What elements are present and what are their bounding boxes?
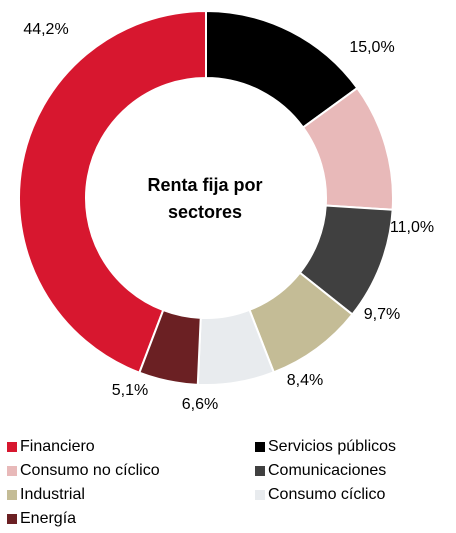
data-label: 8,4% (287, 372, 323, 389)
donut-segment (138, 308, 202, 386)
legend-label: Financiero (20, 438, 95, 455)
legend-label: Comunicaciones (268, 462, 386, 479)
legend-label: Energía (20, 510, 76, 527)
legend-label: Industrial (20, 486, 85, 503)
data-label: 5,1% (112, 382, 148, 399)
legend-label: Servicios públicos (268, 438, 396, 455)
legend-marker (255, 466, 265, 476)
legend-marker (7, 514, 17, 524)
data-label: 44,2% (23, 21, 68, 38)
data-label: 9,7% (364, 306, 400, 323)
data-label: 15,0% (349, 39, 394, 56)
data-label: 6,6% (182, 396, 218, 413)
legend-label: Consumo no cíclico (20, 462, 160, 479)
chart-title: Renta fija por (147, 175, 262, 195)
data-label: 11,0% (390, 219, 434, 236)
legend-label: Consumo cíclico (268, 486, 385, 503)
legend-marker (7, 466, 17, 476)
legend-marker (7, 490, 17, 500)
legend-marker (255, 490, 265, 500)
donut-segment (17, 9, 207, 375)
chart-title: sectores (168, 202, 242, 222)
legend-marker (255, 442, 265, 452)
legend-marker (7, 442, 17, 452)
